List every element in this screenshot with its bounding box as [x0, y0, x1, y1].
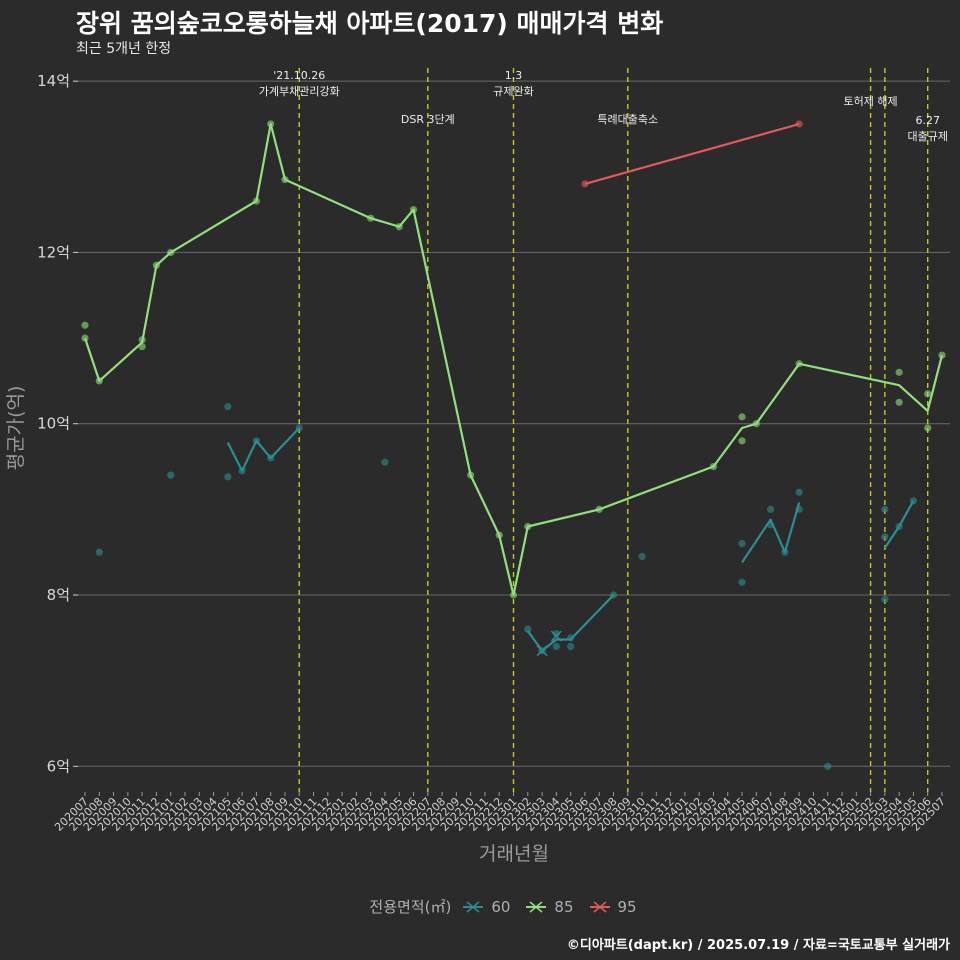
data-point-cross-60 — [536, 645, 548, 657]
data-point-60 — [738, 578, 746, 586]
data-point-85 — [252, 197, 260, 205]
x-axis-title: 거래년월 — [479, 843, 549, 865]
legend-symbol-60 — [463, 900, 484, 913]
data-point-85 — [81, 334, 89, 342]
data-point-60 — [252, 437, 260, 445]
data-point-85 — [467, 471, 475, 479]
series-line-60 — [741, 502, 801, 564]
legend-symbol-95 — [589, 900, 610, 913]
data-point-85 — [95, 377, 103, 385]
data-point-60 — [238, 467, 246, 475]
data-point-85 — [738, 437, 746, 445]
data-point-85 — [895, 368, 903, 376]
data-point-60 — [767, 521, 775, 529]
data-point-60 — [167, 471, 175, 479]
data-point-60 — [267, 454, 275, 462]
data-point-95 — [795, 120, 803, 128]
event-label: DSR 3단계 — [401, 113, 455, 126]
data-point-85 — [281, 176, 289, 184]
y-tick-label: 6억 — [47, 757, 70, 775]
event-label: '21.10.26 — [273, 69, 325, 82]
data-point-60 — [881, 505, 889, 513]
source-caption: ©디아파트(dapt.kr) / 2025.07.19 / 자료=국토교통부 실… — [566, 938, 950, 953]
legend-label-85: 85 — [554, 897, 574, 916]
data-point-cross-60 — [550, 630, 562, 642]
event-label: 특례대출축소 — [597, 113, 658, 126]
data-point-85 — [138, 336, 146, 344]
data-point-60 — [295, 424, 303, 432]
data-point-60 — [524, 625, 532, 633]
data-point-85 — [895, 398, 903, 406]
event-label: 토허제 해제 — [844, 94, 898, 108]
data-point-60 — [95, 548, 103, 556]
data-point-60 — [381, 458, 389, 466]
legend-item-85: 85 — [524, 897, 574, 916]
legend: 전용면적(㎡) 60 85 95 — [0, 896, 960, 917]
event-label: 규제완화 — [493, 85, 533, 98]
data-point-85 — [924, 390, 932, 398]
data-point-85 — [395, 223, 403, 231]
data-point-60 — [767, 505, 775, 513]
data-point-60 — [881, 595, 889, 603]
data-point-60 — [824, 762, 832, 770]
legend-item-95: 95 — [588, 898, 637, 916]
data-point-85 — [138, 343, 146, 351]
data-point-85 — [367, 214, 375, 222]
data-point-85 — [938, 351, 946, 359]
series-line-60 — [226, 427, 301, 472]
event-label: 1.3 — [505, 69, 523, 82]
y-tick-label: 14억 — [37, 72, 70, 90]
data-point-60 — [224, 402, 232, 411]
data-point-60 — [638, 552, 646, 561]
data-point-85 — [524, 522, 532, 531]
data-point-85 — [267, 120, 275, 128]
event-label: 가계부채관리강화 — [259, 85, 340, 98]
legend-symbol-85 — [526, 900, 547, 913]
data-point-60 — [609, 591, 618, 599]
legend-label-95: 95 — [617, 897, 637, 916]
y-axis-title: 평균가(억) — [5, 386, 27, 471]
data-point-95 — [581, 180, 589, 188]
data-point-60 — [781, 548, 789, 556]
y-tick-label: 8억 — [47, 586, 70, 604]
event-label: 대출규제 — [907, 130, 947, 143]
y-tick-label: 12억 — [37, 243, 70, 261]
data-point-60 — [795, 488, 803, 496]
series-line-95 — [584, 122, 800, 185]
data-point-60 — [567, 634, 575, 642]
data-point-85 — [738, 413, 746, 421]
legend-title: 전용면적(㎡) — [369, 898, 452, 916]
data-point-85 — [152, 261, 161, 269]
event-label: 6.27 — [915, 114, 940, 127]
data-point-85 — [495, 531, 503, 539]
data-point-60 — [224, 473, 232, 481]
chart-subtitle: 최근 5개년 한정 — [76, 41, 172, 57]
data-point-85 — [795, 360, 803, 368]
data-point-60 — [552, 642, 560, 651]
chart-title: 장위 꿈의숲코오롱하늘채 아파트(2017) 매매가격 변화 — [76, 9, 664, 38]
data-point-85 — [81, 321, 89, 329]
data-point-85 — [595, 505, 603, 513]
y-tick-label: 10억 — [37, 415, 70, 433]
data-point-85 — [924, 424, 932, 432]
data-point-85 — [709, 462, 718, 471]
data-point-85 — [752, 420, 760, 428]
legend-item-60: 60 — [461, 898, 510, 916]
data-point-60 — [795, 505, 803, 513]
data-point-60 — [909, 497, 918, 505]
data-point-60 — [567, 642, 575, 651]
data-point-60 — [881, 533, 889, 541]
data-point-85 — [409, 206, 418, 214]
data-point-85 — [167, 248, 175, 257]
data-point-60 — [895, 522, 903, 531]
data-point-60 — [738, 540, 746, 548]
data-point-85 — [509, 591, 518, 599]
legend-label-60: 60 — [491, 897, 511, 916]
series-line-60 — [526, 594, 615, 652]
